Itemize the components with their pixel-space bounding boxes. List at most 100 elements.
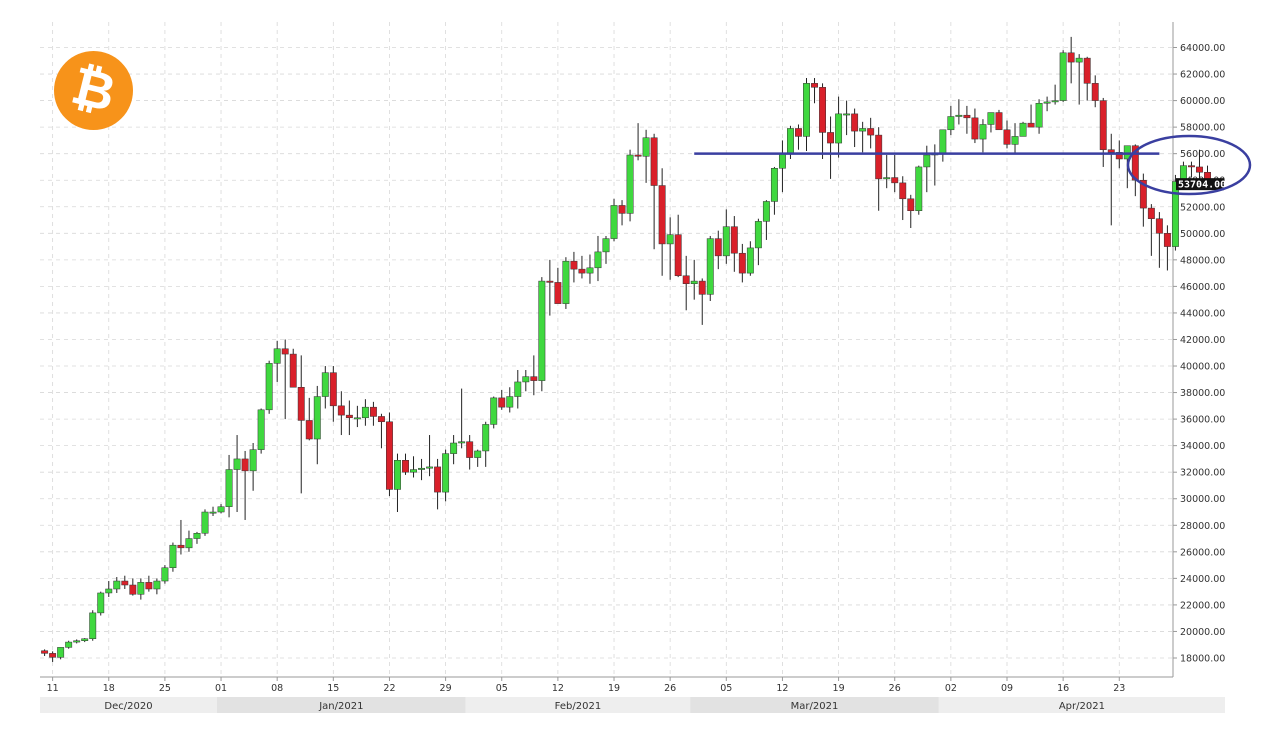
candle-body: [706, 238, 714, 295]
candle-body: [971, 117, 979, 140]
x-tick-label: 15: [327, 683, 339, 694]
candle: [466, 435, 474, 470]
candle-body: [1011, 136, 1019, 145]
candle-body: [498, 397, 506, 408]
candle: [963, 105, 971, 134]
candle: [762, 200, 770, 240]
candle-body: [770, 168, 778, 202]
y-tick-label: 30000.00: [1180, 494, 1225, 505]
y-tick-label: 46000.00: [1180, 282, 1225, 293]
candle: [386, 412, 393, 497]
candle-body: [225, 469, 233, 507]
candle-body: [418, 467, 425, 470]
candle: [746, 241, 754, 276]
candle: [666, 217, 674, 280]
month-band: [690, 697, 939, 713]
candle: [907, 194, 915, 228]
candle: [835, 96, 843, 158]
candle-body: [1171, 181, 1179, 247]
y-tick-label: 64000.00: [1180, 43, 1225, 54]
grid-lines: [40, 22, 1173, 677]
candle: [329, 366, 337, 422]
candle: [474, 449, 482, 467]
candle-body: [795, 128, 802, 137]
candle-body: [169, 544, 177, 569]
x-tick-label: 09: [1001, 683, 1013, 694]
candle-body: [1091, 83, 1099, 101]
candle: [402, 453, 409, 475]
candle-body: [762, 201, 770, 222]
candle-body: [297, 387, 305, 421]
month-label: Jan/2021: [318, 701, 363, 712]
candle: [450, 435, 458, 465]
candle-body: [1067, 52, 1075, 63]
candle: [827, 116, 835, 179]
y-tick-label: 32000.00: [1180, 468, 1225, 479]
candle: [562, 257, 570, 309]
bitcoin-logo: ₿: [54, 51, 133, 130]
candle-body: [329, 372, 337, 407]
candle: [851, 108, 859, 148]
candle-body: [65, 641, 73, 648]
candle-body: [466, 441, 474, 458]
x-tick-label: 26: [889, 683, 901, 694]
candle-body: [1099, 100, 1107, 150]
candle-body: [177, 544, 185, 549]
candle-body: [955, 114, 963, 117]
y-tick-label: 36000.00: [1180, 415, 1225, 426]
candle-body: [915, 166, 923, 211]
candle-body: [827, 132, 835, 144]
candle: [1171, 174, 1179, 251]
candle-body: [49, 653, 57, 658]
candle-body: [129, 584, 137, 595]
candle: [41, 649, 49, 657]
candle-body: [562, 260, 570, 304]
candle: [610, 198, 618, 242]
candle: [891, 155, 899, 193]
candle-body: [41, 650, 49, 654]
candle: [249, 442, 257, 491]
candle: [185, 530, 193, 552]
candle-body: [602, 238, 610, 253]
candle: [369, 401, 377, 426]
candle: [803, 78, 810, 152]
candle: [634, 123, 642, 161]
candle: [875, 127, 883, 211]
candle-body: [811, 83, 818, 88]
candle-body: [1035, 102, 1043, 128]
candle-body: [674, 234, 682, 277]
candle: [273, 340, 281, 382]
candle: [1011, 123, 1019, 154]
candle: [81, 638, 89, 643]
candle-body: [1051, 100, 1059, 103]
candle: [337, 391, 345, 436]
candle-body: [626, 154, 634, 214]
candle-body: [586, 267, 594, 274]
candle-body: [209, 511, 217, 514]
candle-body: [754, 221, 762, 249]
candle-body: [963, 114, 971, 119]
candle: [289, 348, 297, 388]
candle: [642, 129, 650, 183]
candle: [979, 119, 987, 153]
x-tick-label: 05: [496, 683, 508, 694]
candle-body: [722, 226, 730, 257]
candle-body: [610, 205, 618, 239]
candle: [602, 235, 610, 264]
candle-body: [113, 580, 121, 590]
candle-body: [458, 441, 466, 444]
candle-body: [875, 134, 883, 180]
candle: [971, 108, 979, 144]
candle: [137, 578, 145, 600]
candle: [145, 575, 153, 592]
candle: [1075, 54, 1083, 105]
candle: [570, 251, 578, 283]
last-price-label: 53704.00: [1178, 180, 1226, 191]
candle-body: [835, 113, 843, 144]
month-band: [938, 697, 1225, 713]
y-tick-label: 26000.00: [1180, 547, 1225, 558]
candle: [811, 78, 818, 104]
candle-body: [482, 424, 490, 452]
candle: [754, 218, 762, 266]
month-band: [465, 697, 691, 713]
